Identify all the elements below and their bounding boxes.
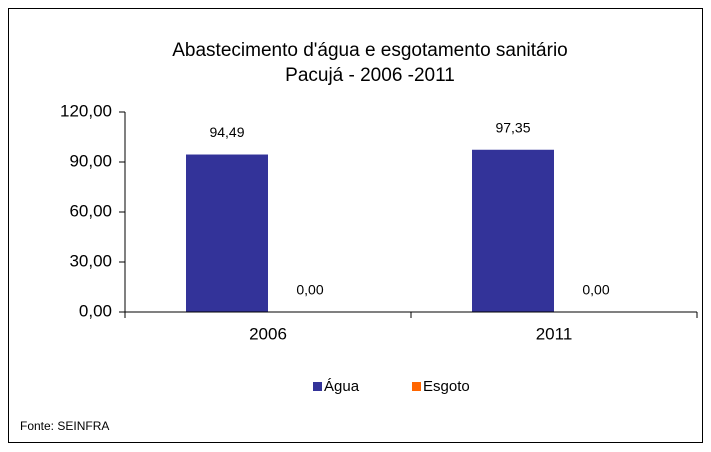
value-label: 0,00 bbox=[582, 282, 609, 298]
chart-title: Abastecimento d'água e esgotamento sanit… bbox=[172, 40, 568, 61]
source-note: Fonte: SEINFRA bbox=[20, 419, 109, 433]
value-label: 94,49 bbox=[209, 124, 244, 140]
y-tick-label: 90,00 bbox=[69, 151, 112, 170]
y-tick-label: 120,00 bbox=[60, 101, 112, 120]
legend-label: Esgoto bbox=[423, 378, 470, 395]
value-label: 97,35 bbox=[495, 119, 530, 135]
bar bbox=[472, 149, 554, 312]
y-tick-label: 30,00 bbox=[69, 251, 112, 270]
legend-swatch bbox=[313, 382, 322, 391]
legend-label: Água bbox=[324, 378, 360, 395]
x-tick-label: 2006 bbox=[249, 324, 287, 343]
chart-subtitle: Pacujá - 2006 -2011 bbox=[285, 65, 455, 86]
chart-frame bbox=[8, 8, 703, 443]
bar bbox=[186, 154, 268, 312]
y-tick-label: 0,00 bbox=[79, 301, 112, 320]
legend-swatch bbox=[412, 382, 421, 391]
value-label: 0,00 bbox=[296, 282, 323, 298]
y-tick-label: 60,00 bbox=[69, 201, 112, 220]
x-tick-label: 2011 bbox=[536, 324, 573, 343]
